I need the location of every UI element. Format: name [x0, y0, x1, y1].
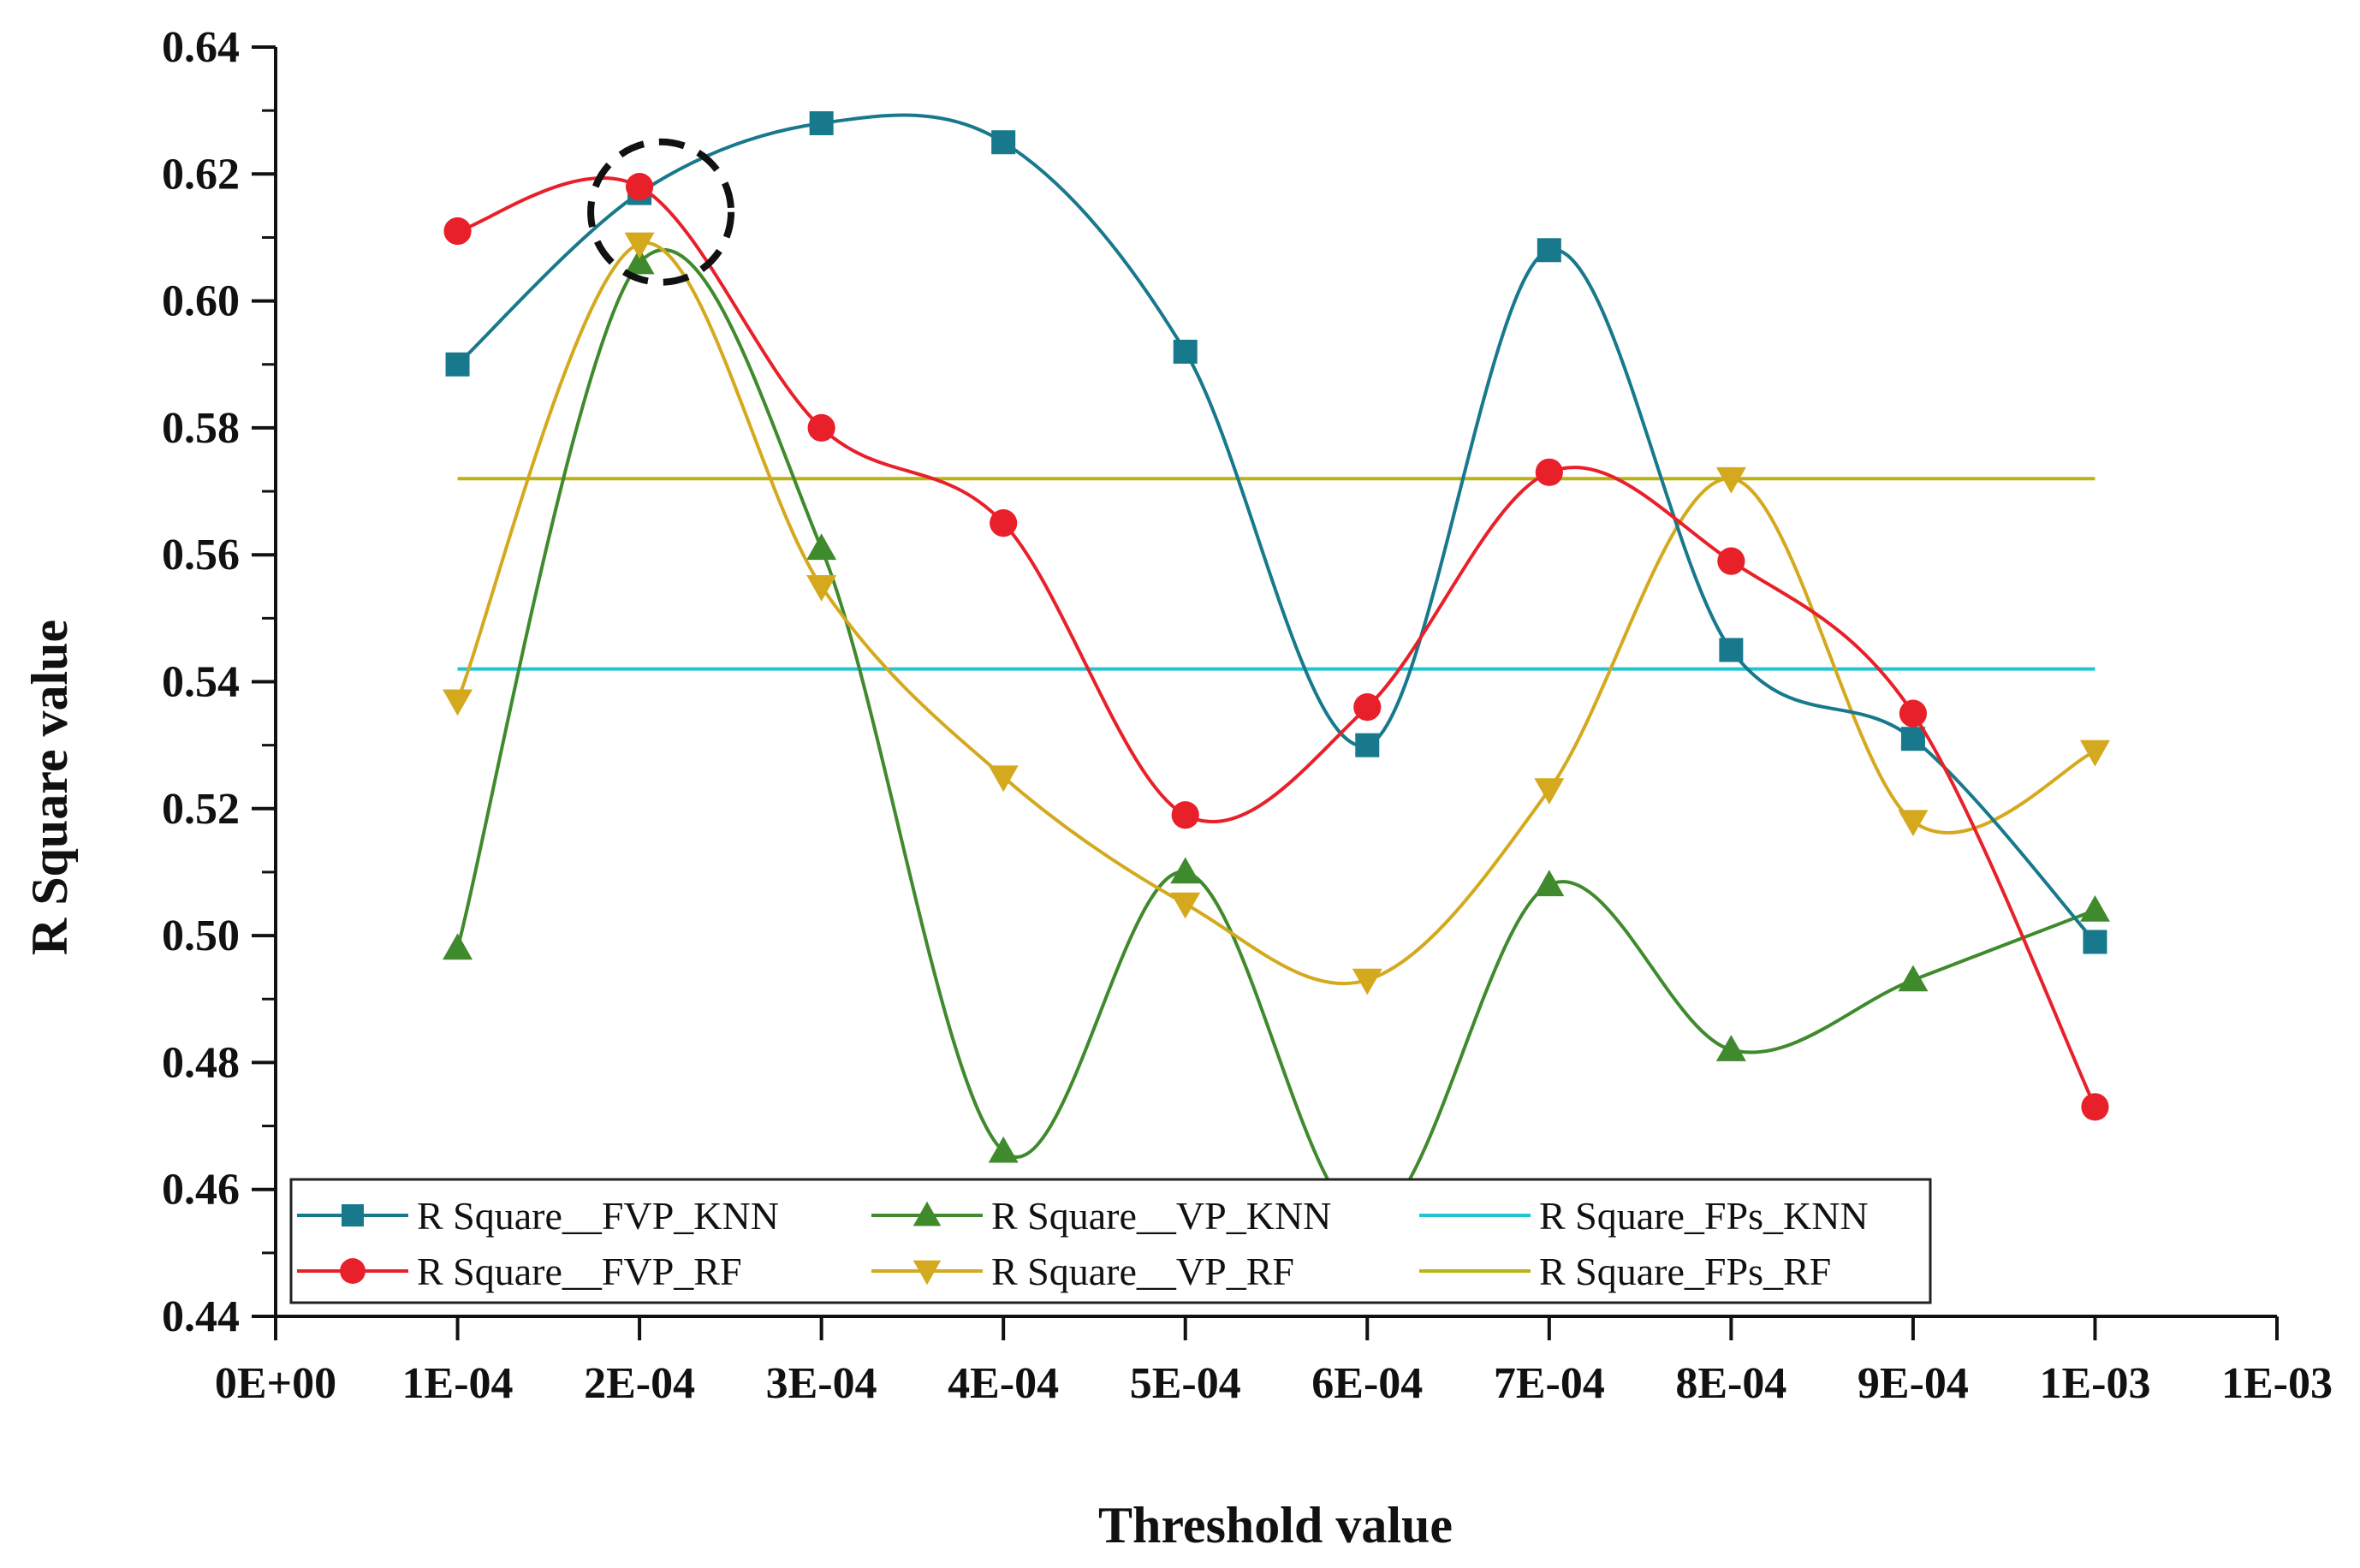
series-line-r-square-fvp-rf: [457, 175, 2097, 1108]
legend-item-r-square-vp-knn: R Square__VP_KNN: [871, 1194, 1331, 1238]
data-point-r-square-vp-knn-9: [1898, 965, 1929, 992]
data-point-r-square-fvp-knn-4: [991, 130, 1016, 155]
x-axis-title: Threshold value: [1098, 1497, 1453, 1553]
data-point-r-square-vp-knn-5: [1170, 857, 1201, 884]
data-point-r-square-vp-knn-2: [624, 247, 655, 275]
legend-label: R Square_FPs_KNN: [1539, 1194, 1869, 1238]
data-point-r-square-fvp-knn-9: [1900, 727, 1925, 751]
x-tick-label: 1E-03: [2221, 1359, 2333, 1408]
data-point-r-square-fvp-knn-1: [445, 352, 470, 377]
legend-marker: [912, 1260, 942, 1286]
y-tick-label: 0.50: [162, 912, 240, 960]
data-point-r-square-fvp-knn-8: [1719, 638, 1744, 662]
data-point-r-square-fvp-knn-10: [2083, 930, 2107, 954]
legend: R Square__FVP_KNN R Square__VP_KNN R Squar…: [289, 1178, 1932, 1304]
data-point-r-square-vp-rf-2: [624, 232, 655, 259]
data-point-r-square-vp-knn-4: [988, 1136, 1019, 1163]
data-point-r-square-fvp-knn-3: [809, 110, 834, 135]
data-point-r-square-fvp-rf-1: [443, 217, 472, 246]
data-point-r-square-vp-rf-5: [1170, 892, 1201, 919]
data-point-r-square-vp-rf-4: [988, 765, 1019, 793]
series-r-square-vp-knn: [443, 247, 2110, 1233]
x-tick-label: 7E-04: [1494, 1359, 1605, 1408]
data-point-r-square-vp-rf-6: [1352, 968, 1382, 995]
data-point-r-square-vp-knn-1: [443, 933, 473, 960]
legend-marker: [912, 1201, 942, 1226]
legend-label: R Square__FVP_RF: [417, 1250, 742, 1293]
data-point-r-square-fvp-knn-6: [1355, 733, 1380, 757]
y-tick-label: 0.64: [162, 23, 240, 72]
data-point-r-square-fvp-knn-7: [1537, 238, 1561, 263]
x-tick-label: 5E-04: [1130, 1359, 1241, 1408]
y-tick-label: 0.58: [162, 404, 240, 453]
data-point-r-square-fvp-rf-8: [1717, 547, 1745, 575]
x-tick-label: 1E-03: [2039, 1359, 2150, 1408]
data-point-r-square-vp-rf-9: [1898, 810, 1929, 837]
y-tick-label: 0.56: [162, 531, 240, 579]
y-axis-title: R Square value: [21, 620, 78, 955]
data-point-r-square-fvp-rf-6: [1353, 693, 1382, 722]
plot-curves: [443, 110, 2110, 1233]
x-tick-label: 6E-04: [1311, 1359, 1423, 1408]
data-point-r-square-fvp-rf-3: [807, 413, 835, 442]
data-point-r-square-vp-rf-3: [806, 574, 837, 602]
y-tick-label: 0.60: [162, 277, 240, 326]
legend-label: R Square__VP_KNN: [991, 1194, 1331, 1238]
series-r-square-vp-rf: [443, 232, 2110, 995]
series-line-r-square-vp-rf: [455, 241, 2096, 986]
data-point-r-square-vp-rf-7: [1534, 778, 1565, 805]
y-tick-label: 0.46: [162, 1166, 240, 1215]
y-tick-label: 0.48: [162, 1038, 240, 1087]
series-r-square-fvp-knn: [445, 110, 2107, 954]
data-point-r-square-fvp-rf-9: [1899, 699, 1928, 728]
legend-label: R Square__VP_RF: [991, 1250, 1294, 1293]
data-point-r-square-vp-knn-10: [2079, 894, 2110, 922]
axes: 0.44 0.46 0.48 0.50 0.52 0.54 0.56 0.58 0.60 0.62…: [162, 23, 2333, 1408]
series-r-square-fvp-rf: [443, 173, 2109, 1121]
legend-item-r-square-vp-rf: R Square__VP_RF: [871, 1250, 1294, 1293]
x-tick-label: 2E-04: [584, 1359, 695, 1408]
x-tick-label: 9E-04: [1858, 1359, 1969, 1408]
legend-item-r-square-fps-rf: R Square_FPs_RF: [1419, 1250, 1831, 1293]
data-point-r-square-vp-knn-3: [806, 533, 837, 561]
data-point-r-square-vp-knn-8: [1715, 1035, 1746, 1061]
data-point-r-square-fvp-rf-4: [990, 509, 1018, 538]
x-tick-label: 1E-04: [402, 1359, 514, 1408]
data-point-r-square-vp-rf-10: [2079, 739, 2110, 767]
y-tick-label: 0.52: [162, 785, 240, 834]
legend-marker: [342, 1204, 364, 1226]
highlight-layer: [587, 138, 735, 286]
legend-box: [289, 1178, 1932, 1304]
y-tick-label: 0.44: [162, 1292, 240, 1341]
data-point-r-square-fvp-rf-2: [625, 173, 654, 201]
data-point-r-square-fvp-rf-5: [1171, 801, 1199, 829]
highlight-circle: [587, 138, 735, 286]
x-tick-label: 4E-04: [948, 1359, 1059, 1408]
legend-item-r-square-fvp-knn: R Square__FVP_KNN: [297, 1194, 779, 1238]
legend-marker: [340, 1258, 366, 1284]
data-point-r-square-vp-rf-8: [1715, 466, 1746, 494]
x-tick-label: 8E-04: [1675, 1359, 1786, 1408]
x-tick-label: 0E+00: [215, 1359, 336, 1408]
data-point-r-square-fvp-rf-7: [1535, 458, 1563, 486]
x-tick-label: 3E-04: [766, 1359, 877, 1408]
y-tick-label: 0.54: [162, 658, 240, 707]
data-point-r-square-vp-knn-7: [1534, 870, 1565, 897]
legend-item-r-square-fps-knn: R Square_FPs_KNN: [1419, 1194, 1869, 1238]
data-point-r-square-fvp-rf-10: [2081, 1093, 2109, 1121]
y-tick-label: 0.62: [162, 150, 240, 199]
legend-label: R Square_FPs_RF: [1539, 1250, 1831, 1293]
legend-item-r-square-fvp-rf: R Square__FVP_RF: [297, 1250, 742, 1293]
legend-label: R Square__FVP_KNN: [417, 1194, 779, 1238]
series-line-r-square-fvp-knn: [456, 113, 2096, 943]
data-point-r-square-vp-rf-1: [443, 689, 473, 716]
data-point-r-square-fvp-knn-5: [1173, 339, 1198, 364]
